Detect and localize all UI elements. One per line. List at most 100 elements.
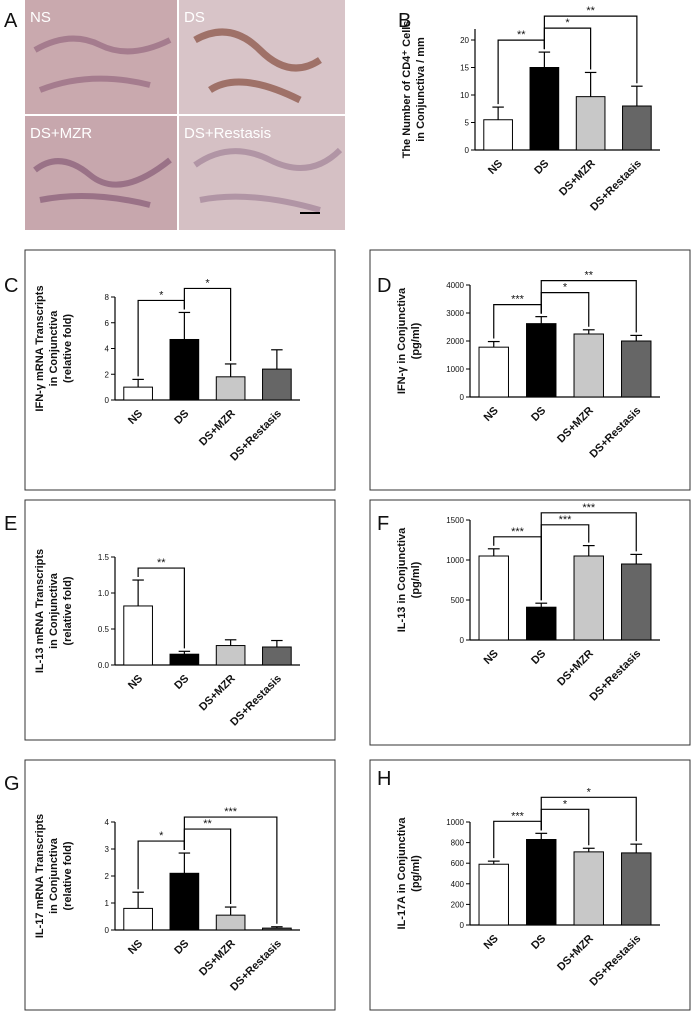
- y-tick-label: 2: [105, 370, 110, 379]
- x-tick-label: DS: [172, 938, 191, 957]
- y-tick-label: 0.5: [98, 625, 110, 634]
- y-tick-label: 4: [105, 818, 110, 827]
- image-label: DS: [184, 9, 205, 26]
- panel-letter: E: [4, 513, 17, 535]
- y-tick-label: 2000: [446, 337, 464, 346]
- significance-label: ***: [511, 810, 525, 822]
- x-tick-label: DS+MZR: [555, 405, 596, 446]
- bar: [478, 863, 509, 926]
- y-tick-label: 1.0: [98, 589, 110, 598]
- y-axis-label-line: IL-17A in Conjunctiva: [396, 817, 408, 930]
- chart-panel: F 0 500 1000 1500 IL-13 in Conjunctiva (pg/ml)…: [369, 499, 691, 746]
- y-axis-label: IL-13 mRNA Transcripts in Conjunctiva (rel…: [34, 549, 74, 673]
- significance-label: **: [517, 29, 526, 41]
- x-tick-label: DS+MZR: [197, 938, 238, 979]
- y-tick-label: 1000: [446, 365, 464, 374]
- bar: [123, 605, 153, 666]
- panel-letter: C: [4, 275, 18, 297]
- significance-label: *: [159, 289, 164, 301]
- image-label: DS+Restasis: [184, 125, 271, 142]
- bar: [573, 851, 604, 926]
- significance-label: *: [159, 830, 164, 842]
- y-axis-label-line: in Conjunctiva: [48, 837, 60, 914]
- y-tick-label: 0.0: [98, 661, 110, 670]
- significance-label: *: [587, 786, 592, 798]
- tissue: [193, 28, 322, 104]
- panel-letter: F: [377, 513, 389, 535]
- significance-label: ***: [511, 526, 525, 538]
- micrograph: [25, 0, 177, 114]
- x-tick-label: DS: [172, 673, 191, 692]
- y-axis-label: The Number of CD4⁺ Cells in Conjunctiva /…: [401, 21, 427, 159]
- panel-frame: [369, 499, 691, 746]
- panel-letter: G: [4, 773, 20, 795]
- tissue: [33, 35, 172, 93]
- y-axis-label-line: (pg/ml): [410, 855, 422, 892]
- y-tick-label: 400: [451, 880, 465, 889]
- y-tick-label: 1.5: [98, 553, 110, 562]
- y-tick-label: 1: [105, 899, 110, 908]
- y-axis-label-line: (relative fold): [62, 841, 74, 910]
- bar: [575, 96, 606, 151]
- x-tick-label: DS: [529, 405, 548, 424]
- significance-label: ***: [559, 514, 573, 526]
- y-tick-label: 8: [105, 293, 110, 302]
- significance-bracket: [540, 292, 590, 327]
- bar: [526, 606, 557, 641]
- bar: [262, 927, 292, 931]
- micrograph: [179, 0, 345, 114]
- bar: [169, 338, 200, 401]
- bar: [215, 376, 246, 401]
- chart-panel: G 0 1 2 3 4 IL-17 mRNA Transcripts in Conjuncti…: [4, 759, 336, 1011]
- significance-label: ***: [224, 806, 238, 818]
- y-axis-label-line: IL-13 mRNA Transcripts: [34, 549, 46, 673]
- y-tick-label: 0: [465, 146, 470, 155]
- x-tick-label: NS: [126, 408, 145, 427]
- bar: [123, 386, 153, 401]
- panel-letter: H: [377, 768, 391, 790]
- bar: [526, 323, 557, 398]
- x-tick-label: NS: [126, 673, 145, 692]
- y-tick-label: 4: [105, 345, 110, 354]
- y-tick-label: 0: [105, 926, 110, 935]
- bar: [262, 646, 292, 666]
- bar: [573, 333, 604, 398]
- bar: [621, 563, 652, 641]
- y-tick-label: 800: [451, 839, 465, 848]
- x-tick-label: DS+Restasis: [588, 405, 644, 461]
- significance-label: *: [565, 17, 570, 29]
- y-tick-label: 2: [105, 872, 110, 881]
- y-axis-label-line: in Conjunctiva / mm: [415, 37, 427, 142]
- significance-bracket: [543, 15, 638, 84]
- significance-bracket: [540, 796, 637, 842]
- x-tick-label: NS: [482, 933, 501, 952]
- bar: [526, 839, 557, 926]
- y-axis-label-line: IFN-γ mRNA Transcripts: [34, 285, 46, 411]
- panel-a: A: [4, 0, 345, 230]
- bar: [169, 653, 200, 666]
- y-tick-label: 0: [460, 393, 465, 402]
- chart-panel: C 0 2 4 6 8 IFN-γ mRNA Transcripts in Conjuncti…: [4, 249, 336, 491]
- significance-bracket: [183, 287, 232, 361]
- significance-label: **: [586, 5, 595, 17]
- y-tick-label: 1000: [446, 818, 464, 827]
- y-tick-label: 20: [460, 36, 469, 45]
- y-tick-label: 5: [465, 119, 470, 128]
- bar: [262, 368, 292, 401]
- x-tick-label: DS+Restasis: [588, 933, 644, 989]
- x-tick-label: NS: [486, 158, 505, 177]
- y-axis-label-line: IL-17 mRNA Transcripts: [34, 814, 46, 938]
- panel-frame: [24, 759, 336, 1011]
- y-axis-label: IL-17A in Conjunctiva (pg/ml): [396, 817, 422, 930]
- x-tick-label: DS: [529, 933, 548, 952]
- y-axis-label-line: in Conjunctiva: [48, 572, 60, 649]
- x-tick-label: DS+MZR: [555, 648, 596, 689]
- bar: [621, 340, 652, 398]
- y-axis-label: IL-13 in Conjunctiva (pg/ml): [396, 527, 422, 632]
- significance-label: *: [563, 282, 568, 294]
- panel-frame: [369, 249, 691, 491]
- y-axis-label: IL-17 mRNA Transcripts in Conjunctiva (rel…: [34, 814, 74, 938]
- y-tick-label: 4000: [446, 281, 464, 290]
- y-axis-label-line: in Conjunctiva: [48, 310, 60, 387]
